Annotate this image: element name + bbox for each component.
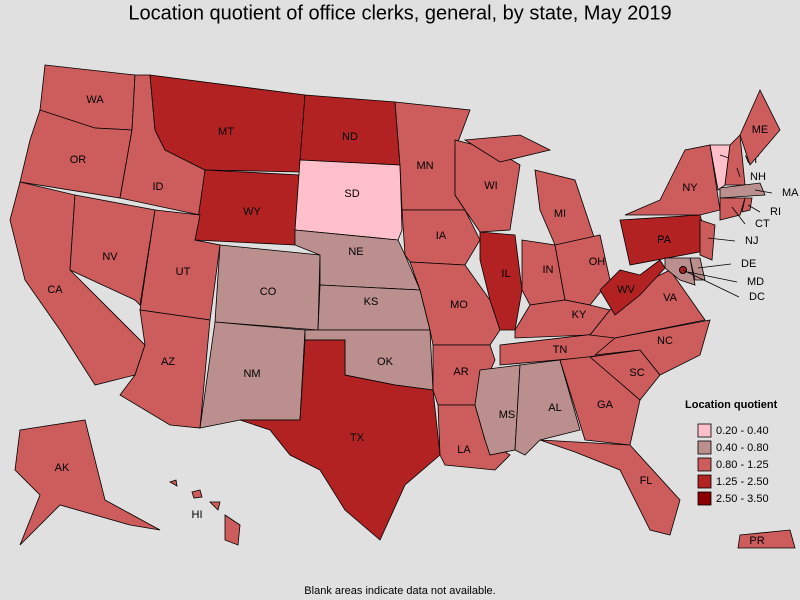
legend-label: 0.20 - 0.40 — [716, 425, 769, 437]
state-label: NH — [750, 171, 766, 183]
state-shape — [224, 514, 241, 546]
state-shape — [514, 299, 611, 339]
leader-line — [754, 189, 773, 194]
state-label: ID — [153, 181, 164, 193]
state-shape — [599, 259, 666, 316]
leader-line — [682, 269, 740, 298]
state-label: WA — [86, 94, 104, 106]
state-shape — [737, 529, 796, 549]
state-label: LA — [457, 444, 471, 456]
state-shape — [699, 219, 716, 261]
state-label: HI — [192, 509, 203, 521]
legend-swatch — [697, 474, 712, 489]
state-label: MO — [450, 299, 468, 311]
state-label: MT — [218, 126, 234, 138]
state-label: TX — [350, 432, 365, 444]
leader-line — [707, 237, 736, 242]
state-label: NY — [682, 182, 698, 194]
state-shape — [554, 234, 611, 306]
footnote: Blank areas indicate data not available. — [304, 585, 495, 597]
legend-title: Location quotient — [685, 399, 778, 411]
state-label: MD — [747, 276, 764, 288]
map-title: Location quotient of office clerks, gene… — [128, 2, 671, 24]
state-shape — [539, 439, 681, 536]
legend-label: 0.80 - 1.25 — [716, 459, 769, 471]
state-label: CO — [260, 286, 277, 298]
state-label: GA — [597, 399, 614, 411]
legend-label: 0.40 - 0.80 — [716, 442, 769, 454]
leader-line — [731, 206, 746, 225]
state-label: NV — [102, 251, 118, 263]
state-label: MI — [554, 208, 566, 220]
state-label: AR — [453, 366, 468, 378]
leader-line — [747, 204, 761, 213]
state-label: MA — [782, 187, 799, 199]
state-label: AZ — [161, 356, 175, 368]
state-shape — [239, 339, 441, 541]
state-label: NC — [657, 335, 673, 347]
state-shape — [463, 134, 552, 163]
state-label: MN — [416, 160, 433, 172]
state-label: DC — [749, 291, 765, 303]
state-label: AL — [548, 402, 561, 414]
state-shape — [739, 89, 781, 166]
state-shape — [169, 479, 178, 487]
leader-line — [736, 167, 741, 178]
state-label: SD — [344, 188, 359, 200]
state-label: RI — [770, 206, 781, 218]
legend-swatch — [697, 440, 712, 455]
state-label: NM — [243, 368, 260, 380]
state-label: WV — [617, 284, 635, 296]
state-shape — [14, 419, 161, 546]
state-shape — [294, 159, 403, 241]
state-label: TN — [553, 344, 568, 356]
state-label: VA — [663, 292, 678, 304]
state-label: WI — [484, 180, 497, 192]
state-label: OK — [377, 356, 394, 368]
state-shape — [741, 197, 753, 213]
state-label: KY — [572, 309, 587, 321]
leader-line — [687, 271, 738, 283]
state-label: CA — [47, 284, 63, 296]
state-shape — [119, 309, 211, 429]
legend-label: 1.25 - 2.50 — [716, 476, 769, 488]
state-label: MS — [499, 409, 516, 421]
state-label: WY — [243, 206, 261, 218]
state-label: PR — [749, 535, 764, 547]
leader-line — [697, 263, 732, 269]
state-label: IL — [501, 268, 510, 280]
state-label: ND — [342, 131, 358, 143]
state-label: IN — [543, 264, 554, 276]
state-shape — [69, 194, 156, 306]
state-label: UT — [176, 266, 191, 278]
state-label: OH — [589, 256, 606, 268]
state-label: PA — [657, 234, 672, 246]
state-label: CT — [755, 218, 770, 230]
state-label: ME — [752, 124, 769, 136]
legend-swatch — [697, 457, 712, 472]
state-label: SC — [629, 367, 644, 379]
state-shape — [479, 231, 523, 331]
legend-label: 2.50 - 3.50 — [716, 493, 769, 505]
state-label: OR — [70, 154, 87, 166]
state-label: DE — [741, 258, 756, 270]
legend-swatch — [697, 491, 712, 506]
legend-swatch — [697, 423, 712, 438]
state-shape — [719, 182, 766, 199]
state-label: AK — [55, 462, 70, 474]
state-shape — [719, 197, 746, 221]
state-label: KS — [364, 296, 379, 308]
state-label: NE — [348, 246, 363, 258]
state-label: NJ — [745, 235, 758, 247]
state-label: FL — [640, 475, 653, 487]
state-label: IA — [436, 230, 447, 242]
state-shape — [191, 489, 203, 499]
state-shape — [209, 501, 221, 511]
